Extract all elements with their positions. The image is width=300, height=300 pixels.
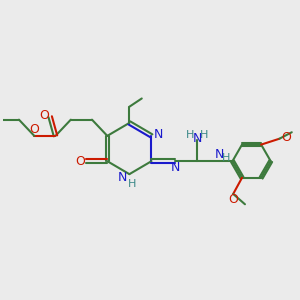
Text: N: N	[118, 171, 128, 184]
Text: O: O	[29, 123, 39, 136]
Text: H: H	[200, 130, 209, 140]
Text: O: O	[228, 193, 238, 206]
Text: H: H	[222, 153, 231, 163]
Text: H: H	[186, 130, 194, 140]
Text: N: N	[214, 148, 224, 161]
Text: H: H	[128, 178, 136, 189]
Text: O: O	[75, 155, 85, 168]
Text: O: O	[39, 109, 49, 122]
Text: O: O	[281, 131, 291, 144]
Text: N: N	[170, 161, 180, 174]
Text: N: N	[192, 132, 202, 145]
Text: N: N	[153, 128, 163, 141]
